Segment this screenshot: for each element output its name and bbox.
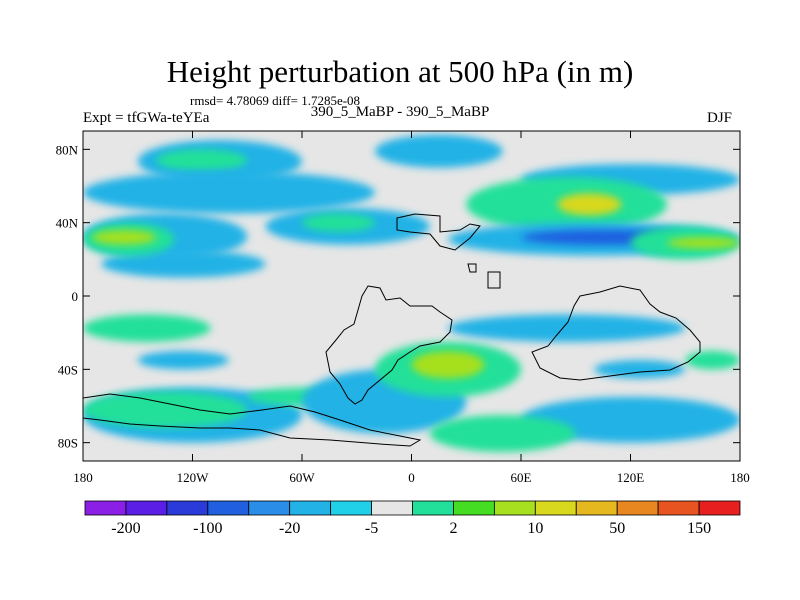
coastline-greenland: [396, 213, 481, 251]
lat-tick-label: 40S: [58, 362, 78, 377]
lon-tick-label: 180: [730, 470, 750, 485]
axis-ticks: 80N 40N 0 40S 80S 180 120W 60W 0 60E 120E 180: [56, 131, 750, 485]
contour-fields: [83, 134, 740, 452]
field-cyan-2: [83, 171, 375, 214]
lat-tick-label: 0: [72, 289, 79, 304]
field-lime-16: [667, 237, 740, 249]
colorbar-label: -5: [365, 520, 378, 537]
colorbar-box: [166, 500, 209, 516]
field-teal-17: [83, 314, 211, 342]
colorbar-box: [248, 500, 291, 516]
plot-title: Height perturbation at 500 hPa (in m): [166, 54, 634, 89]
field-cyan-26: [521, 396, 740, 443]
colorbar-label: -20: [279, 520, 300, 537]
field-cyan-3: [375, 134, 503, 168]
field-cyan-18: [137, 351, 229, 370]
season-label: DJF: [707, 110, 733, 126]
colorbar-box: [207, 500, 250, 516]
field-yellow-12: [557, 193, 622, 216]
lat-tick-label: 40N: [56, 216, 79, 231]
lon-tick-label: 60E: [511, 470, 532, 485]
coastline-africa: [531, 285, 701, 381]
colorbar-box: [453, 500, 495, 516]
colorbar-label: 150: [687, 520, 711, 537]
colorbar: -200 -100 -20 -5 2 10 50 150: [84, 500, 741, 537]
lon-tick-label: 60W: [289, 470, 315, 485]
coastline-south-america: [325, 285, 453, 405]
colorbar-box: [289, 500, 332, 516]
colorbar-label: -100: [193, 520, 222, 537]
colorbar-label: 2: [449, 520, 457, 537]
colorbar-box: [657, 500, 700, 516]
field-lime-24: [411, 351, 485, 379]
lon-tick-label: 0: [408, 470, 415, 485]
field-lime-8: [92, 230, 156, 245]
field-teal-1: [156, 149, 248, 172]
colorbar-box: [616, 500, 659, 516]
field-teal-10: [302, 213, 375, 232]
colorbar-box: [330, 500, 372, 516]
field-teal-29: [685, 351, 740, 370]
colorbar-label: -200: [111, 520, 140, 537]
case-subtitle: 390_5_MaBP - 390_5_MaBP: [310, 104, 490, 120]
field-cyan-25: [448, 314, 686, 342]
colorbar-box: [534, 500, 577, 516]
coastline-antarctica: [83, 393, 422, 447]
colorbar-box: [125, 500, 168, 516]
colorbar-label: 10: [527, 520, 543, 537]
coastlines: [83, 213, 701, 447]
colorbar-label: 50: [609, 520, 625, 537]
lat-tick-label: 80S: [58, 436, 78, 451]
field-cyan-28: [594, 360, 686, 379]
colorbar-box: [575, 500, 618, 516]
colorbar-box: [84, 500, 127, 516]
experiment-label: Expt = tfGWa-teYEa: [83, 110, 210, 126]
lon-tick-label: 120E: [617, 470, 645, 485]
field-teal-27: [429, 415, 576, 452]
colorbar-box: [412, 500, 454, 516]
colorbar-box: [698, 500, 741, 516]
lon-tick-label: 180: [73, 470, 93, 485]
lon-tick-label: 120W: [177, 470, 210, 485]
colorbar-box: [371, 500, 413, 516]
coastline-iberia: [467, 263, 501, 289]
lat-tick-label: 80N: [56, 142, 79, 157]
colorbar-box: [493, 500, 536, 516]
rmsd-stats: rmsd= 4.78069 diff= 1.7285e-08: [190, 93, 361, 108]
field-teal-20: [83, 391, 248, 428]
